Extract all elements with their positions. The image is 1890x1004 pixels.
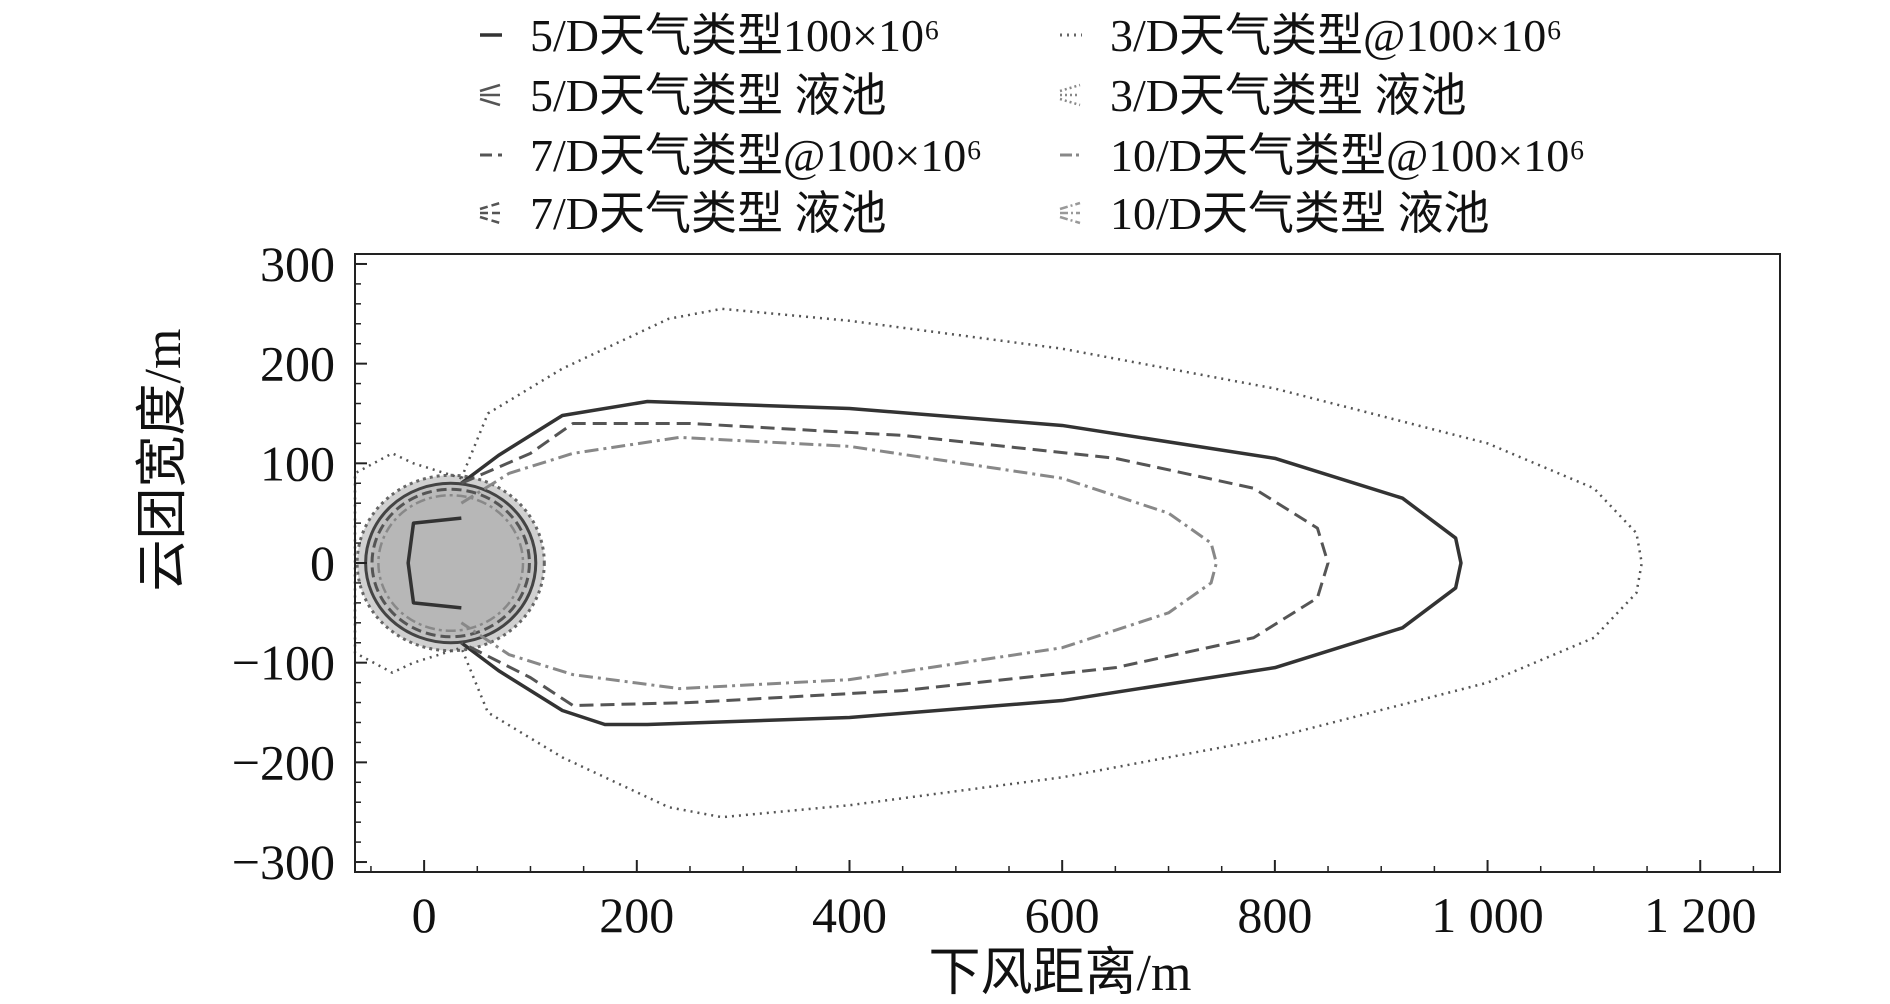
series-line-s3_cloud [353, 307, 1643, 819]
y-tick-label: 300 [260, 236, 335, 292]
series-line-s5_cloud [406, 399, 1463, 727]
legend-swatch-s10_pool [1059, 201, 1081, 225]
x-tick-label: 600 [1025, 887, 1100, 943]
legend-label-s7_cloud: 7/D天气类型@100×10⁶ [530, 130, 982, 181]
legend-label-s3_pool: 3/D天气类型 液池 [1110, 70, 1467, 121]
legend-label-s7_pool: 7/D天气类型 液池 [530, 188, 887, 239]
legend: 5/D天气类型100×10⁶ 3/D天气类型@100×10⁶ 5/D天气类型 液池 3… [479, 10, 1585, 239]
legend-label-s10_cloud: 10/D天气类型@100×10⁶ [1110, 130, 1585, 181]
x-tick-label: 800 [1237, 887, 1312, 943]
axes: 0 200 400 600 800 1 000 1 2003002001000−100−20… [232, 236, 1781, 943]
legend-label-s5_pool: 5/D天气类型 液池 [530, 70, 887, 121]
plot-area [353, 307, 1643, 819]
y-tick-label: 0 [310, 535, 335, 591]
y-tick-label: −100 [232, 635, 335, 691]
legend-label-s3_cloud: 3/D天气类型@100×10⁶ [1110, 10, 1562, 61]
y-tick-label: −200 [232, 734, 335, 790]
x-tick-label: 1 000 [1431, 887, 1544, 943]
series-line-s7_cloud [460, 421, 1330, 708]
legend-swatch-s7_pool [479, 201, 501, 225]
legend-swatch-s3_pool [1059, 83, 1081, 107]
series-line-s10_cloud [460, 435, 1218, 691]
plot-frame [354, 253, 1781, 873]
x-tick-label: 0 [412, 887, 437, 943]
y-tick-label: −300 [232, 834, 335, 890]
y-tick-label: 100 [260, 435, 335, 491]
legend-label-s10_pool: 10/D天气类型 液池 [1110, 188, 1490, 239]
pool-s10_pool [377, 493, 525, 633]
x-tick-label: 400 [812, 887, 887, 943]
y-axis-label: 云团宽度/m [135, 329, 192, 592]
legend-swatch-s5_pool [479, 83, 501, 107]
legend-label-s5_cloud: 5/D天气类型100×10⁶ [530, 10, 940, 61]
x-tick-label: 200 [599, 887, 674, 943]
y-tick-label: 200 [260, 336, 335, 392]
x-tick-label: 1 200 [1644, 887, 1757, 943]
x-axis-label: 下风距离/m [929, 945, 1192, 1002]
